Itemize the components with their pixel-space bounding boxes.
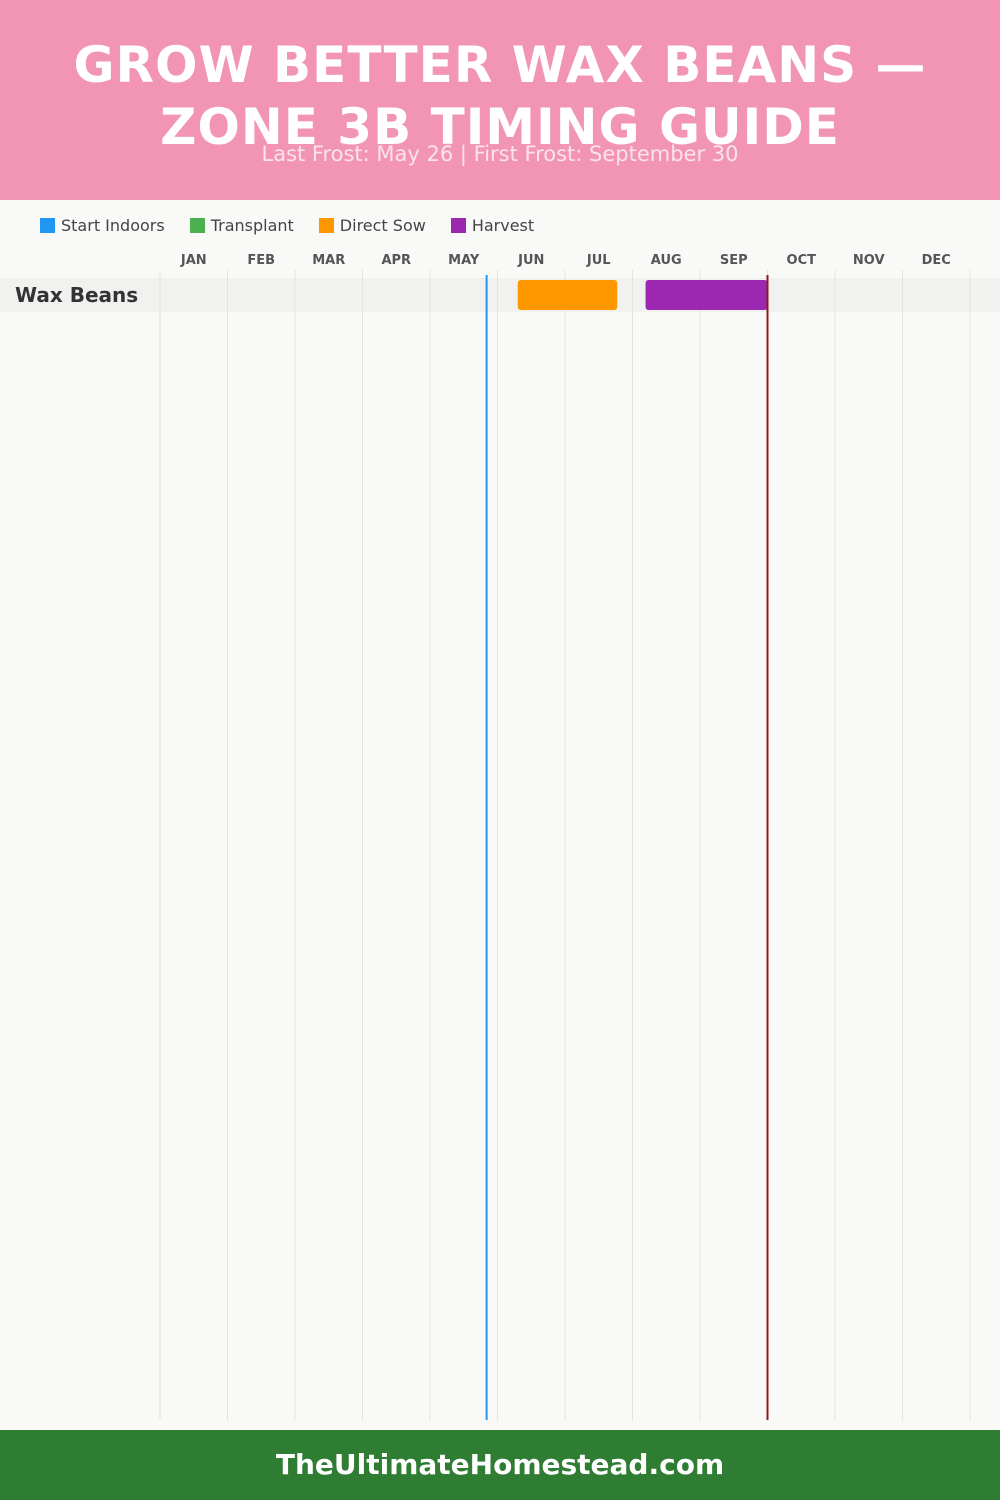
legend-label-direct-sow: Direct Sow — [339, 215, 426, 235]
header-banner: Grow Better Wax Beans — Zone 3B Timing G… — [0, 0, 1000, 200]
month-label-jul: JUL — [586, 253, 611, 268]
legend-swatch-transplant — [189, 217, 205, 233]
legend-label-start-indoors: Start Indoors — [61, 215, 165, 235]
legend: Start Indoors Transplant Direct Sow Harv… — [40, 214, 534, 236]
month-label-jan: JAN — [180, 253, 207, 268]
footer-website[interactable]: TheUltimateHomestead.com — [275, 1448, 725, 1481]
legend-item-transplant: Transplant — [189, 215, 294, 235]
legend-item-start-indoors: Start Indoors — [40, 216, 165, 235]
crop-label: Wax Beans — [15, 283, 138, 307]
row-background — [0, 278, 1000, 312]
legend-swatch-direct-sow — [318, 217, 334, 233]
month-label-sep: SEP — [720, 253, 748, 268]
legend-swatch-start-indoors — [40, 217, 55, 233]
legend-label-harvest: Harvest — [471, 215, 535, 235]
month-label-feb: FEB — [247, 253, 275, 268]
month-label-jun: JUN — [517, 253, 544, 268]
legend-swatch-harvest — [450, 217, 466, 233]
planting-calendar-chart: JAN FEB MAR APR MAY JUN JUL AUG SEP OCT NOV DEC Wax … — [0, 253, 1000, 1420]
bar-harvest — [645, 280, 768, 310]
month-label-nov: NOV — [853, 253, 885, 268]
month-label-aug: AUG — [651, 253, 682, 268]
legend-item-harvest: Harvest — [450, 215, 535, 235]
footer-banner: TheUltimateHomestead.com — [0, 1430, 1000, 1500]
frost-dates-subtitle: Last Frost: May 26 | First Frost: Septem… — [261, 142, 739, 166]
month-label-may: MAY — [448, 253, 480, 268]
month-label-mar: MAR — [312, 253, 345, 268]
month-label-dec: DEC — [922, 253, 951, 268]
legend-item-direct-sow: Direct Sow — [318, 215, 426, 235]
bar-direct-sow — [517, 280, 618, 310]
page-title: Grow Better Wax Beans — Zone 3B Timing G… — [73, 36, 927, 156]
month-label-oct: OCT — [787, 253, 817, 268]
legend-label-transplant: Transplant — [210, 215, 294, 235]
month-label-apr: APR — [381, 253, 411, 268]
